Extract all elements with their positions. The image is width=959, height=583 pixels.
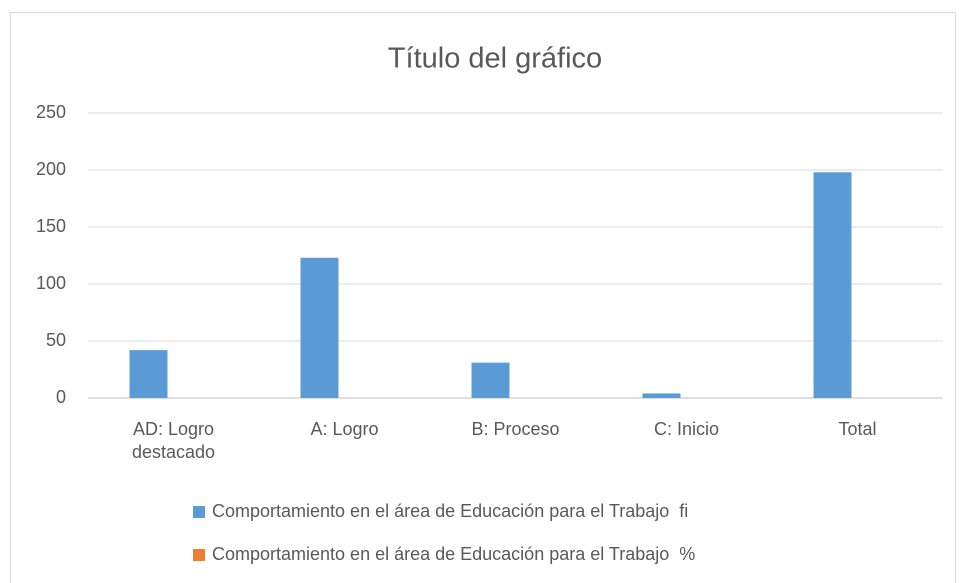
bar: [129, 350, 168, 398]
bar: [300, 257, 339, 398]
y-tick-label: 150: [36, 216, 66, 236]
legend-swatch: [193, 549, 205, 561]
y-tick-label: 250: [36, 102, 66, 122]
y-tick-label: 100: [36, 273, 66, 293]
x-tick-label: Total: [838, 419, 876, 439]
y-tick-label: 0: [56, 387, 66, 407]
legend-label: Comportamiento en el área de Educación p…: [212, 544, 695, 564]
chart-title: Título del gráfico: [388, 43, 602, 75]
bar: [813, 172, 852, 398]
x-tick-label: B: Proceso: [471, 419, 559, 439]
x-tick-label: AD: Logro destacado: [132, 419, 215, 462]
legend-swatch: [193, 506, 205, 518]
bar: [471, 362, 510, 398]
bar: [642, 393, 681, 398]
x-tick-label: A: Logro: [310, 419, 378, 439]
x-tick-label: C: Inicio: [654, 419, 719, 439]
y-tick-label: 50: [46, 330, 66, 350]
y-tick-label: 200: [36, 159, 66, 179]
legend-label: Comportamiento en el área de Educación p…: [212, 501, 688, 521]
chart-area: [10, 12, 956, 583]
